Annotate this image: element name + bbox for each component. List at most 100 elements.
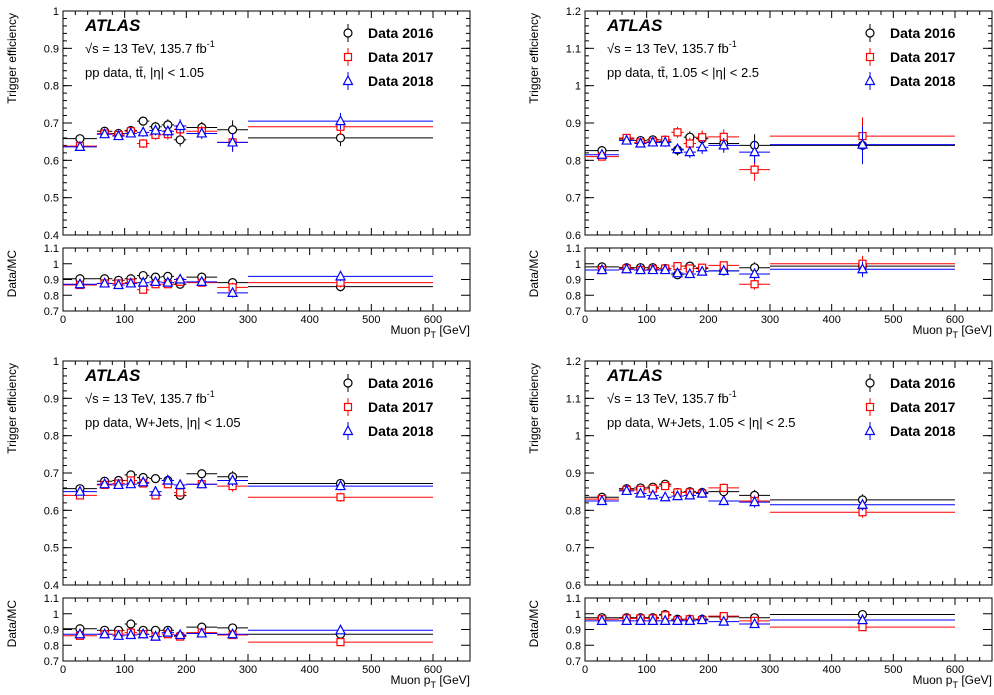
ratio-point [596, 263, 608, 275]
legend-entry: Data 2017 [368, 49, 434, 65]
ratio-y-tick-label: 1.1 [44, 243, 59, 255]
atlas-label: ATLAS [606, 16, 663, 35]
ratio-point [74, 627, 86, 639]
legend-marker-triangle [864, 74, 876, 86]
y-axis-title: Trigger efficiency [527, 363, 541, 454]
ratio-point [696, 265, 708, 276]
data-point [684, 145, 696, 157]
x-tick-label: 100 [115, 314, 133, 326]
data-point [635, 137, 646, 148]
x-axis-title-unit: [GeV] [958, 673, 992, 687]
ratio-point [659, 614, 671, 625]
ratio-point [635, 614, 646, 625]
ratio-point [621, 614, 633, 625]
y-tick-label: 0.5 [44, 543, 59, 555]
ratio-point [718, 615, 730, 626]
energy-label-sup: -1 [207, 389, 215, 399]
ratio-y-tick-label: 0.7 [44, 306, 59, 318]
y-tick-label: 0.6 [44, 155, 59, 167]
ratio-y-tick-label: 1 [575, 259, 581, 271]
ratio-point [857, 613, 868, 625]
data-point [698, 133, 707, 142]
data-point [673, 128, 682, 137]
y-tick-label: 0.7 [44, 118, 59, 130]
legend-marker-square [343, 402, 353, 412]
ratio-point [137, 627, 149, 639]
x-axis-title-main: Muon p [912, 673, 952, 687]
legend-marker-circle [865, 28, 875, 38]
legend-entry: Data 2016 [368, 25, 434, 41]
ratio-point [621, 262, 633, 274]
ratio-y-tick-label: 0.9 [566, 625, 581, 637]
series-data-2018 [585, 484, 955, 629]
y-tick-label: 0.8 [44, 431, 59, 443]
energy-label: √s = 13 TeV, 135.7 fb-1 [607, 389, 737, 406]
region-label: pp data, W+Jets, |η| < 1.05 [85, 415, 241, 430]
data-point [196, 477, 208, 489]
energy-label-sup: -1 [207, 39, 215, 49]
ratio-y-tick-label: 1.1 [566, 593, 581, 605]
x-tick-label: 600 [946, 314, 964, 326]
ratio-y-tick-label: 0.8 [44, 640, 59, 652]
data-point [197, 469, 207, 479]
data-point [175, 135, 185, 145]
ratio-point [857, 262, 868, 274]
x-tick-label: 300 [239, 664, 257, 676]
region-label: pp data, W+Jets, 1.05 < |η| < 2.5 [607, 415, 796, 430]
ratio-point [684, 614, 696, 625]
x-axis-title: Muon pT [GeV] [912, 673, 992, 690]
data-point [196, 127, 208, 138]
ratio-point [858, 623, 867, 632]
data-point [138, 116, 148, 126]
data-point [74, 485, 86, 496]
data-point [857, 138, 868, 149]
legend-entry: Data 2017 [368, 399, 434, 415]
ratio-axis-title: Data/MC [527, 250, 541, 298]
ratio-axis-title: Data/MC [5, 600, 19, 648]
ratio-y-tick-label: 1 [575, 609, 581, 621]
x-axis-title-sub: T [430, 680, 436, 690]
ratio-y-tick-label: 1.1 [44, 593, 59, 605]
x-axis-title-unit: [GeV] [436, 673, 470, 687]
ratio-y-tick-label: 0.7 [566, 306, 581, 318]
ratio-point [196, 627, 208, 638]
x-axis-title-main: Muon p [390, 673, 430, 687]
ratio-point [162, 626, 174, 637]
data-point [647, 489, 659, 500]
data-point [137, 126, 149, 137]
ratio-point [126, 619, 136, 629]
data-point [659, 136, 671, 147]
chart-panel-3: 0 100 200 300 400 500 600 0.4 0.5 0.6 0.7 0.8 0.9 1 0.… [5, 356, 471, 690]
y-tick-label: 0.9 [44, 393, 59, 405]
ratio-frame [62, 597, 471, 662]
energy-label-sup: -1 [729, 39, 737, 49]
x-tick-label: 400 [822, 314, 840, 326]
y-tick-label: 1.1 [566, 43, 581, 55]
data-point [162, 474, 174, 485]
x-tick-label: 300 [761, 664, 779, 676]
ratio-point [125, 277, 137, 288]
x-tick-label: 100 [637, 664, 655, 676]
ratio-y-tick-label: 1.1 [566, 243, 581, 255]
ratio-point [335, 270, 346, 281]
ratio-point [684, 267, 696, 279]
ratio-point [672, 266, 683, 278]
ratio-frame [584, 597, 993, 662]
data-point [335, 133, 346, 143]
x-axis-title-main: Muon p [912, 323, 952, 337]
series-data-2018 [63, 474, 433, 641]
ratio-y-tick-label: 1 [53, 609, 59, 621]
ratio-point [647, 263, 659, 275]
ratio-point [150, 275, 161, 286]
legend-entry: Data 2018 [890, 423, 956, 439]
atlas-label: ATLAS [84, 16, 141, 35]
legend-marker-square [865, 52, 875, 62]
atlas-label: ATLAS [606, 366, 663, 385]
y-tick-label: 0.6 [44, 505, 59, 517]
x-tick-label: 600 [424, 664, 442, 676]
series-data-2016 [585, 126, 955, 280]
x-axis-title: Muon pT [GeV] [390, 673, 470, 690]
ratio-y-tick-label: 0.8 [566, 290, 581, 302]
legend-entry: Data 2016 [890, 375, 956, 391]
ratio-y-tick-label: 1 [53, 259, 59, 271]
